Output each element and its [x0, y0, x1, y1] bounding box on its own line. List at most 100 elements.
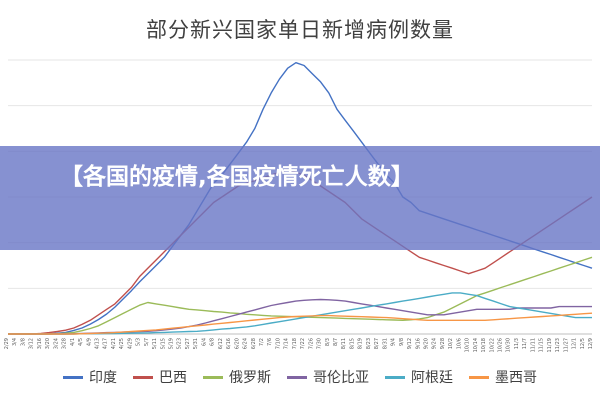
legend-label: 巴西	[159, 370, 187, 386]
x-tick-label: 7/22	[300, 338, 306, 349]
x-tick-label: 7/18	[292, 338, 298, 349]
x-tick-label: 3/28	[62, 338, 68, 349]
x-tick-label: 6/28	[251, 338, 257, 349]
x-tick-label: 4/17	[103, 338, 109, 349]
overlay-banner[interactable]: 【各国的疫情,各国疫情死亡人数】	[0, 146, 600, 250]
legend-item: 印度	[63, 367, 117, 387]
legend-item: 墨西哥	[469, 367, 537, 387]
x-tick-label: 6/4	[201, 338, 207, 346]
x-tick-label: 5/31	[193, 338, 199, 349]
x-tick-label: 7/30	[317, 338, 323, 349]
legend-item: 阿根廷	[385, 367, 453, 387]
series-line-5	[8, 312, 593, 335]
x-tick-label: 4/25	[119, 338, 125, 349]
x-tick-label: 5/19	[169, 338, 175, 349]
x-tick-label: 8/27	[374, 338, 380, 349]
x-tick-label: 3/20	[45, 338, 51, 349]
legend-label: 墨西哥	[495, 370, 537, 386]
x-tick-label: 5/27	[185, 338, 191, 349]
x-tick-label: 12/9	[588, 338, 594, 349]
x-tick-label: 4/5	[78, 338, 84, 346]
x-tick-label: 11/3	[514, 338, 520, 349]
x-tick-label: 11/23	[555, 338, 561, 352]
x-tick-label: 5/15	[160, 338, 166, 349]
x-tick-label: 3/4	[12, 338, 18, 346]
x-tick-label: 7/14	[284, 338, 290, 349]
legend-label: 俄罗斯	[229, 370, 271, 386]
x-tick-label: 7/10	[275, 338, 281, 349]
x-tick-label: 6/16	[226, 338, 232, 349]
x-tick-label: 10/6	[456, 338, 462, 349]
x-tick-label: 3/12	[29, 338, 35, 349]
x-tick-label: 8/23	[366, 338, 372, 349]
x-tick-label: 8/19	[358, 338, 364, 349]
x-tick-label: 5/11	[152, 338, 158, 349]
x-tick-label: 11/15	[539, 338, 545, 352]
x-tick-label: 4/1	[70, 338, 76, 346]
x-tick-label: 3/8	[21, 338, 27, 346]
x-tick-label: 9/28	[440, 338, 446, 349]
legend-label: 哥伦比亚	[313, 370, 369, 386]
x-tick-label: 5/23	[177, 338, 183, 349]
x-tick-label: 5/7	[144, 338, 150, 346]
x-tick-label: 7/6	[267, 338, 273, 346]
x-tick-label: 10/18	[481, 338, 487, 352]
x-tick-label: 10/10	[465, 338, 471, 352]
series-line-2	[8, 256, 593, 335]
x-tick-label: 4/29	[127, 338, 133, 349]
legend-swatch	[203, 375, 223, 379]
legend-item: 俄罗斯	[203, 367, 271, 387]
x-tick-label: 9/4	[391, 338, 397, 346]
x-tick-label: 8/31	[382, 338, 388, 349]
x-tick-label: 12/1	[572, 338, 578, 349]
x-tick-label: 4/9	[86, 338, 92, 346]
x-tick-label: 10/26	[498, 338, 504, 352]
x-tick-labels: 2/29 3/4 3/8 3/12 3/16 3/20 3/24 3/28 4/1 4/5 4/9 4…	[4, 338, 594, 353]
x-tick-label: 9/16	[415, 338, 421, 349]
legend-swatch	[385, 375, 405, 379]
x-tick-label: 6/20	[234, 338, 240, 349]
x-tick-label: 10/14	[473, 338, 479, 352]
x-tick-label: 8/11	[341, 338, 347, 349]
x-tick-label: 9/20	[424, 338, 430, 349]
series-lines	[8, 62, 593, 335]
chart-title: 部分新兴国家单日新增病例数量	[146, 18, 454, 42]
legend-label: 阿根廷	[411, 370, 453, 386]
x-tick-label: 3/16	[37, 338, 43, 349]
x-tick-label: 10/2	[448, 338, 454, 349]
x-tick-label: 12/5	[580, 338, 586, 349]
series-line-4	[8, 292, 592, 335]
legend-item: 哥伦比亚	[287, 367, 369, 387]
x-tick-label: 9/8	[399, 338, 405, 346]
legend-swatch	[469, 375, 489, 379]
x-tick-label: 2/29	[4, 338, 10, 349]
legend-swatch	[63, 375, 83, 379]
x-tick-label: 7/26	[308, 338, 314, 349]
x-tick-label: 6/24	[243, 338, 249, 349]
x-tick-label: 11/7	[522, 338, 528, 349]
legend-item: 巴西	[133, 367, 187, 387]
x-tick-label: 11/11	[530, 338, 536, 352]
x-tick-label: 3/24	[53, 338, 59, 349]
x-tick-label: 8/7	[333, 338, 339, 346]
x-tick-label: 5/3	[136, 338, 142, 346]
x-tick-label: 6/12	[218, 338, 224, 349]
x-tick-label: 6/8	[210, 338, 216, 346]
x-tick-label: 10/22	[489, 338, 495, 352]
x-tick-label: 10/30	[506, 338, 512, 352]
legend-swatch	[133, 375, 153, 379]
x-tick-label: 8/3	[325, 338, 331, 346]
legend-label: 印度	[89, 370, 117, 386]
x-tick-label: 4/21	[111, 338, 117, 349]
x-tick-label: 11/27	[563, 338, 569, 352]
x-tick-label: 7/2	[259, 338, 265, 346]
x-tick-label: 8/15	[350, 338, 356, 349]
legend-swatch	[287, 375, 307, 379]
x-tick-label: 9/12	[407, 338, 413, 349]
banner-text: 【各国的疫情,各国疫情死亡人数】	[60, 164, 414, 190]
legend: 印度 巴西 俄罗斯 哥伦比亚 阿根廷 墨西哥	[0, 366, 600, 388]
x-tick-label: 4/13	[95, 338, 101, 349]
x-tick-label: 11/19	[547, 338, 553, 352]
x-tick-label: 9/24	[432, 338, 438, 349]
